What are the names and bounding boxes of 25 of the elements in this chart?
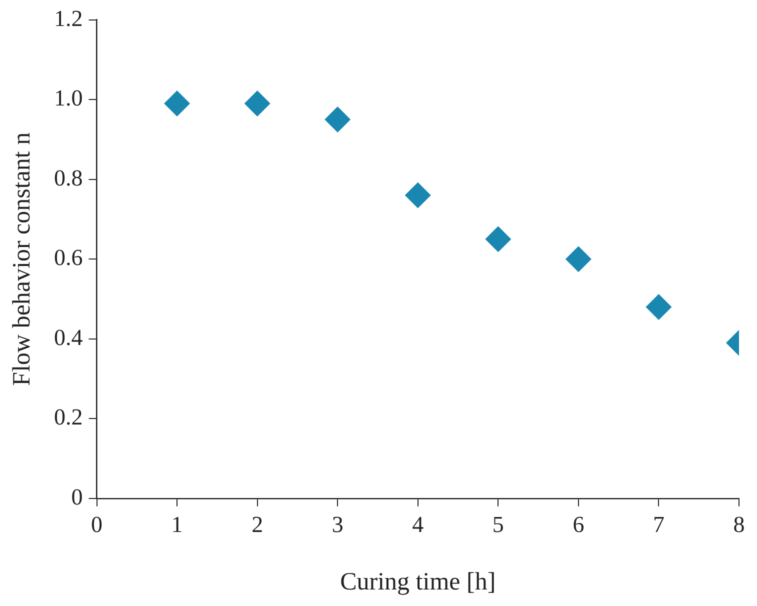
point xyxy=(565,246,592,272)
x-tick-label: 0 xyxy=(91,512,102,538)
point xyxy=(244,90,270,117)
y-tick-label: 1.2 xyxy=(54,6,83,31)
y-tick-label: 0.4 xyxy=(54,324,84,350)
x-tick-label: 4 xyxy=(412,512,424,538)
x-tick-label: 3 xyxy=(332,512,344,538)
x-tick-label: 6 xyxy=(572,512,584,538)
y-tick-label: 0.2 xyxy=(54,404,83,430)
y-tick-label: 0.6 xyxy=(54,245,83,270)
y-tick-label: 1.0 xyxy=(54,86,83,111)
x-tick-label: 8 xyxy=(733,512,745,538)
point xyxy=(485,226,512,252)
point xyxy=(404,182,431,208)
x-tick-label: 7 xyxy=(652,512,664,538)
y-tick-label: 0 xyxy=(71,484,83,510)
x-axis-title: Curing time [h] xyxy=(340,568,496,596)
y-tick-label: 0.8 xyxy=(54,165,83,190)
x-tick-label: 2 xyxy=(252,512,264,538)
point xyxy=(646,294,672,320)
y-axis-title: Flow behavior constant n xyxy=(8,132,36,386)
x-tick-label: 5 xyxy=(492,512,504,538)
point xyxy=(324,106,351,133)
x-tick-label: 1 xyxy=(171,512,183,538)
point xyxy=(164,90,190,117)
